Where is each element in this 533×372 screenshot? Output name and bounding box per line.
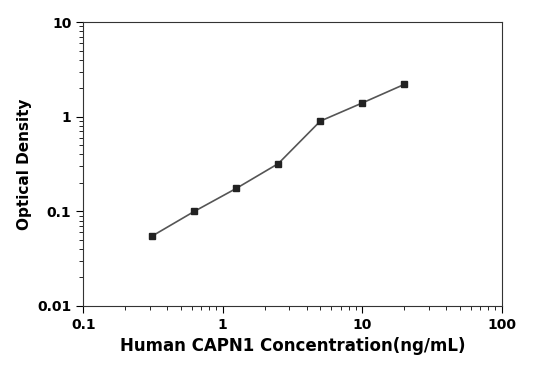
X-axis label: Human CAPN1 Concentration(ng/mL): Human CAPN1 Concentration(ng/mL) (120, 337, 465, 355)
Y-axis label: Optical Density: Optical Density (17, 98, 31, 230)
